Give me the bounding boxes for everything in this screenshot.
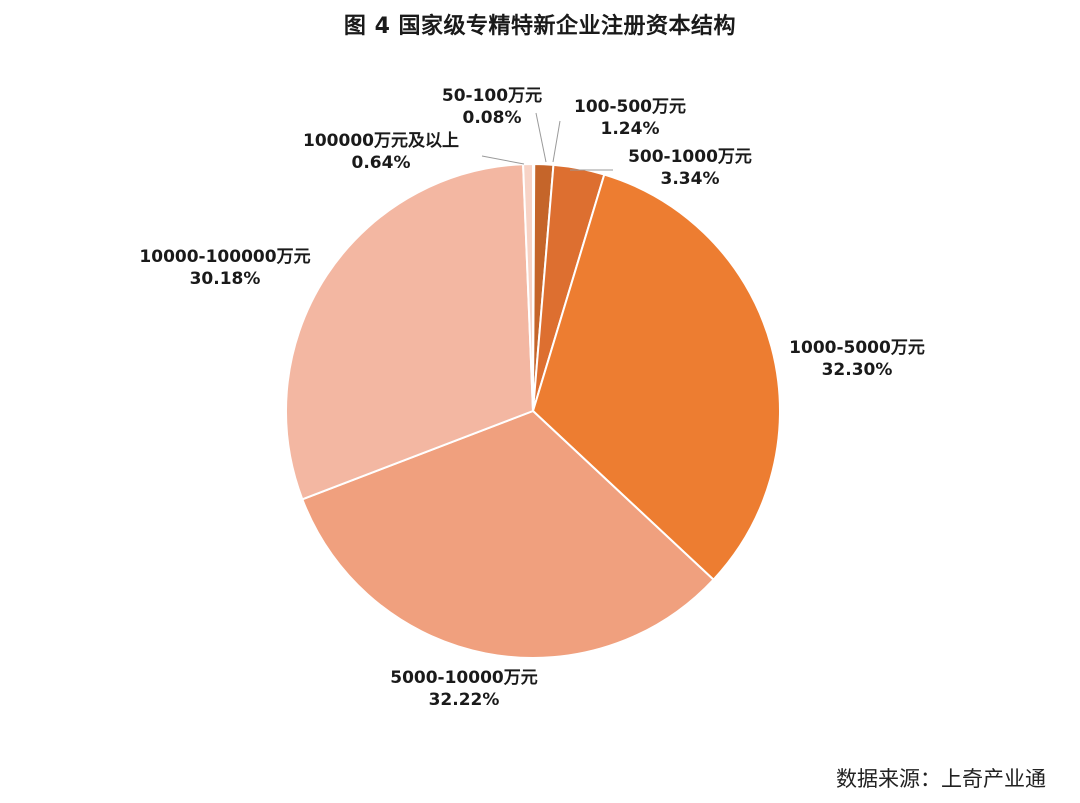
slice-category-label: 10000-100000万元 — [139, 247, 310, 267]
slice-category-label: 500-1000万元 — [628, 147, 752, 167]
leader-line — [535, 112, 547, 163]
pie-slice — [285, 163, 535, 501]
leader-lines — [481, 112, 613, 171]
slice-percent-label: 30.18% — [190, 269, 261, 289]
leader-line — [481, 155, 525, 165]
chart-title: 图 4 国家级专精特新企业注册资本结构 — [343, 14, 737, 39]
pie-slices — [285, 162, 781, 659]
slice-percent-label: 0.64% — [352, 153, 411, 173]
pie-slice — [301, 409, 715, 659]
leader-line — [552, 120, 561, 163]
slice-category-label: 50-100万元 — [442, 86, 542, 106]
slice-percent-label: 32.22% — [429, 690, 500, 710]
slice-percent-label: 32.30% — [822, 360, 893, 380]
slice-category-label: 100-500万元 — [574, 97, 686, 117]
slice-category-label: 1000-5000万元 — [789, 338, 925, 358]
pie-slice — [531, 173, 781, 582]
slice-percent-label: 3.34% — [661, 169, 720, 189]
slice-category-label: 5000-10000万元 — [390, 668, 538, 688]
slice-percent-label: 1.24% — [601, 119, 660, 139]
slice-category-label: 100000万元及以上 — [303, 131, 459, 151]
data-source-note: 数据来源：上奇产业通 — [836, 767, 1046, 791]
slice-percent-label: 0.08% — [463, 108, 522, 128]
